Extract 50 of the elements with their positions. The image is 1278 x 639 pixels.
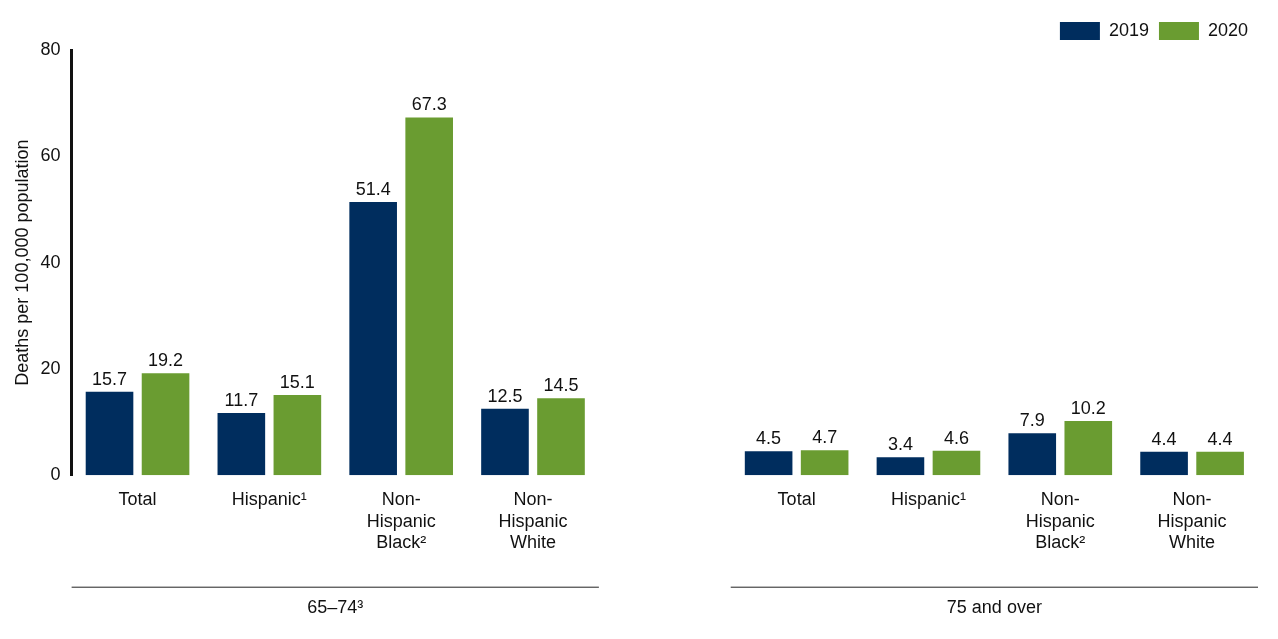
bar (744, 451, 793, 476)
bar (537, 398, 585, 476)
bar (1196, 451, 1244, 476)
bar (217, 413, 266, 476)
data-label: 67.3 (411, 94, 447, 115)
bar (1140, 451, 1188, 476)
text: 65–74³ (307, 597, 364, 618)
x-tick-label: Non-Hispanic White (1157, 488, 1227, 553)
data-label: 15.7 (92, 368, 128, 389)
data-label: 4.7 (812, 427, 838, 448)
data-label: 11.7 (224, 389, 259, 410)
bar (273, 394, 322, 476)
y-tick-label: 60 (40, 145, 61, 166)
x-tick-label: Total (777, 488, 816, 509)
data-label: 14.5 (543, 375, 579, 396)
bar (405, 117, 453, 476)
bar (85, 391, 134, 476)
bar (800, 450, 849, 476)
y-tick-label: 0 (50, 464, 61, 485)
data-label: 4.6 (943, 427, 969, 448)
data-label: 12.5 (487, 385, 523, 406)
bar (141, 373, 190, 476)
legend-label: 2019 (1108, 19, 1149, 40)
x-tick-label: Non-Hispanic White (498, 488, 568, 553)
y-tick-label: 40 (40, 251, 61, 272)
x-tick-label: Total (118, 488, 157, 509)
legend-label: 2020 (1207, 19, 1248, 40)
bar (349, 202, 397, 476)
bar (481, 408, 529, 476)
data-label: 19.2 (148, 350, 184, 371)
bar (932, 450, 981, 476)
x-tick-label: Hispanic¹ (890, 488, 966, 509)
data-label: 4.5 (756, 428, 782, 449)
bar (1008, 433, 1057, 476)
data-label: 51.4 (355, 178, 391, 199)
data-label: 7.9 (1019, 410, 1045, 431)
x-tick-label: Non-Hispanic Black² (366, 488, 436, 553)
bar (876, 457, 925, 476)
x-tick-label: Non-Hispanic Black² (1025, 488, 1095, 553)
data-label: 10.2 (1070, 397, 1106, 418)
bar (1064, 420, 1113, 476)
data-label: 3.4 (887, 434, 913, 455)
x-tick-label: Hispanic¹ (231, 488, 307, 509)
y-tick-label: 80 (40, 38, 61, 59)
y-axis-title: Deaths per 100,000 population (11, 139, 32, 386)
text: 75 and over (946, 597, 1042, 618)
data-label: 15.1 (279, 371, 315, 392)
data-label: 4.4 (1151, 428, 1177, 449)
y-tick-label: 20 (40, 357, 61, 378)
data-label: 4.4 (1207, 428, 1233, 449)
